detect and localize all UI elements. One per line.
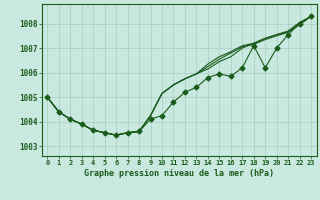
X-axis label: Graphe pression niveau de la mer (hPa): Graphe pression niveau de la mer (hPa) <box>84 169 274 178</box>
